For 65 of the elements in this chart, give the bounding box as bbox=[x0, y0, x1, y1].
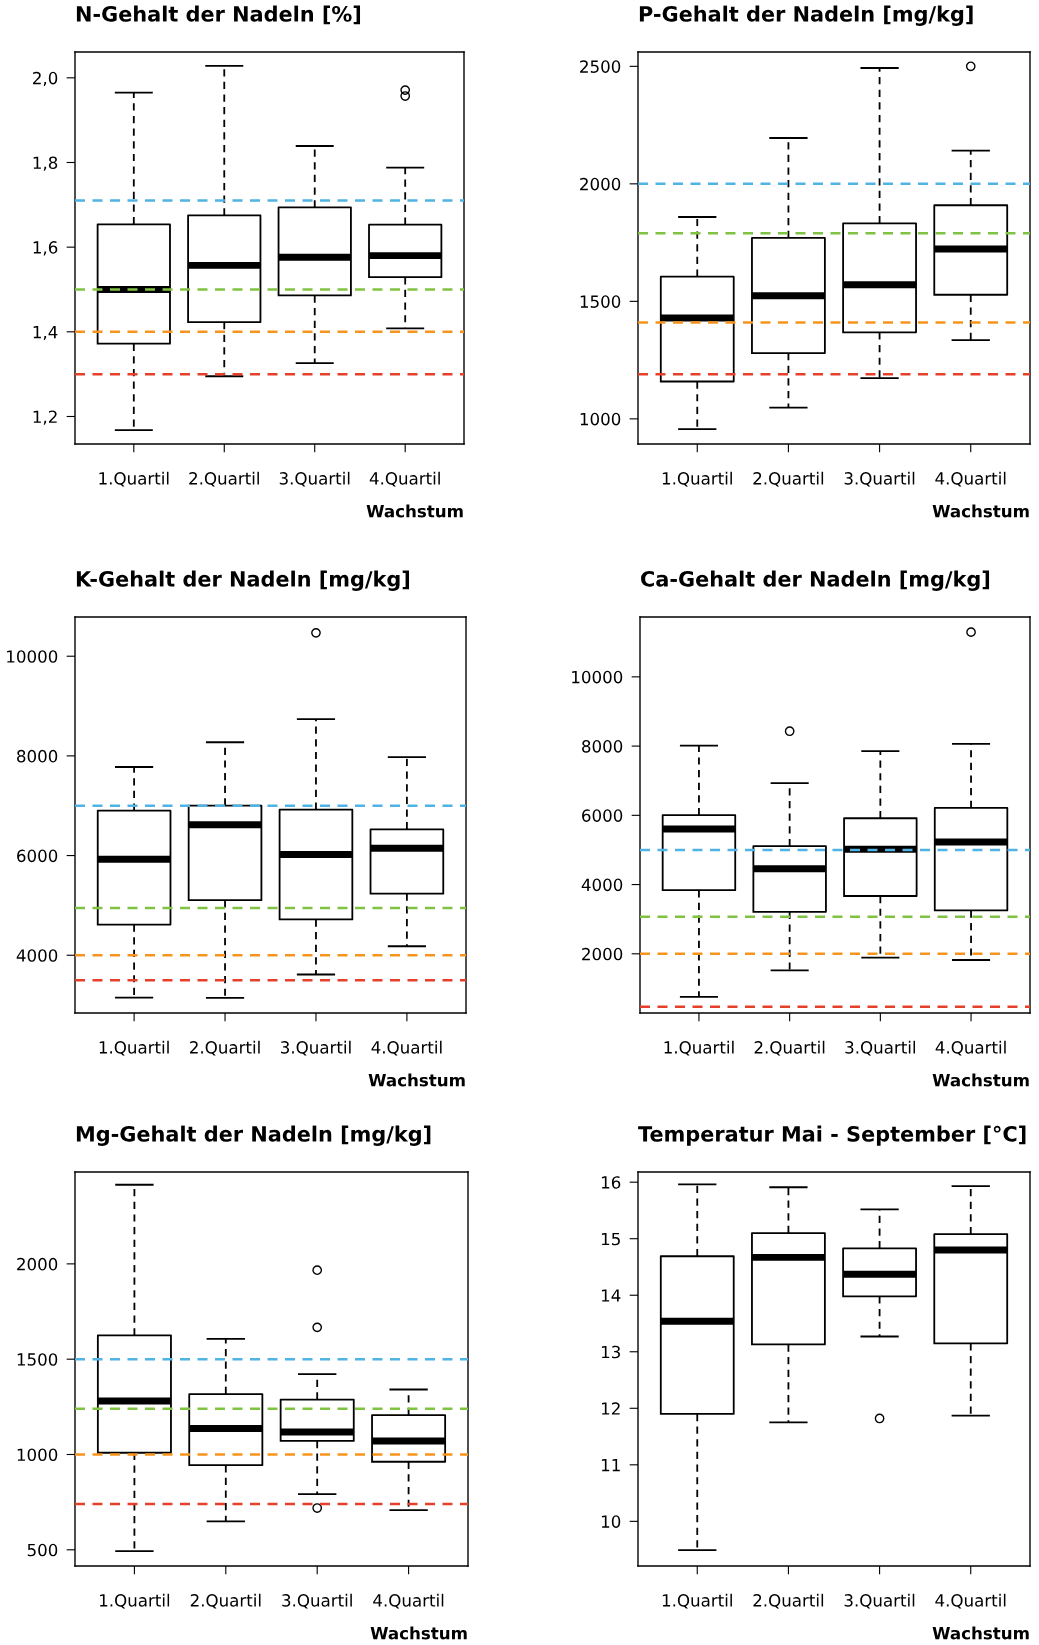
y-tick-label: 2000 bbox=[580, 177, 621, 191]
x-axis-title: Wachstum bbox=[932, 504, 1029, 518]
y-tick-label: 2500 bbox=[580, 60, 621, 73]
y-tick-label: 10000 bbox=[572, 670, 623, 684]
y-tick-label: 10000 bbox=[7, 650, 58, 663]
y-tick-label: 1500 bbox=[580, 295, 621, 308]
x-tick-label: 1.Quartil bbox=[100, 1593, 170, 1609]
x-tick-label: 2.Quartil bbox=[190, 1593, 261, 1609]
x-axis-title: Wachstum bbox=[366, 504, 463, 518]
y-tick-label: 6000 bbox=[582, 809, 623, 822]
x-tick-label: 2.Quartil bbox=[753, 471, 824, 487]
x-tick-label: 3.Quartil bbox=[279, 471, 350, 487]
chart-title: P-Gehalt der Nadeln [mg/kg] bbox=[639, 5, 973, 26]
x-tick-label: 1.Quartil bbox=[99, 1040, 169, 1056]
y-tick-label: 16 bbox=[601, 1176, 621, 1189]
y-tick-label: 1,4 bbox=[33, 326, 58, 341]
y-tick-label: 15 bbox=[601, 1232, 620, 1246]
x-tick-label: 1.Quartil bbox=[99, 471, 169, 487]
chart-title: Temperatur Mai - September [°C] bbox=[638, 1125, 1026, 1146]
y-tick-label: 2,0 bbox=[33, 71, 58, 87]
y-tick-label: 1000 bbox=[580, 412, 621, 426]
x-tick-label: 1.Quartil bbox=[662, 1593, 732, 1609]
x-tick-label: 3.Quartil bbox=[844, 471, 915, 487]
chart-title: N-Gehalt der Nadeln [%] bbox=[76, 5, 361, 25]
x-tick-label: 2.Quartil bbox=[189, 471, 259, 487]
y-tick-label: 2000 bbox=[582, 947, 623, 961]
x-axis-title: Wachstum bbox=[368, 1073, 465, 1087]
y-tick-label: 8000 bbox=[582, 740, 623, 753]
x-tick-label: 2.Quartil bbox=[753, 1593, 824, 1609]
x-tick-label: 4.Quartil bbox=[935, 471, 1006, 487]
y-tick-label: 2000 bbox=[17, 1257, 58, 1271]
y-tick-label: 1,6 bbox=[33, 241, 58, 256]
x-tick-label: 1.Quartil bbox=[664, 1040, 734, 1056]
x-tick-label: 4.Quartil bbox=[369, 471, 440, 487]
x-tick-label: 3.Quartil bbox=[282, 1593, 352, 1609]
x-tick-label: 2.Quartil bbox=[190, 1040, 260, 1056]
x-tick-label: 4.Quartil bbox=[935, 1593, 1006, 1609]
x-tick-label: 3.Quartil bbox=[844, 1593, 915, 1609]
x-tick-label: 1.Quartil bbox=[662, 471, 732, 487]
x-tick-label: 4.Quartil bbox=[371, 1040, 442, 1056]
y-tick-label: 1500 bbox=[17, 1353, 58, 1366]
y-tick-label: 10 bbox=[601, 1515, 621, 1528]
x-axis-title: Wachstum bbox=[932, 1073, 1029, 1087]
x-tick-label: 2.Quartil bbox=[754, 1040, 825, 1056]
y-tick-label: 6000 bbox=[17, 849, 58, 863]
y-tick-label: 11 bbox=[601, 1459, 620, 1472]
x-axis-title: Wachstum bbox=[370, 1626, 467, 1640]
y-tick-label: 1,8 bbox=[33, 156, 58, 171]
y-tick-label: 8000 bbox=[17, 749, 58, 763]
y-tick-label: 12 bbox=[601, 1402, 620, 1415]
x-tick-label: 3.Quartil bbox=[845, 1040, 916, 1056]
y-tick-label: 500 bbox=[27, 1543, 58, 1557]
y-tick-label: 4000 bbox=[581, 878, 623, 892]
x-tick-label: 3.Quartil bbox=[281, 1040, 351, 1056]
y-tick-label: 13 bbox=[601, 1345, 620, 1359]
y-tick-label: 4000 bbox=[16, 949, 58, 962]
x-axis-title: Wachstum bbox=[932, 1626, 1029, 1640]
chart-title: Mg-Gehalt der Nadeln [mg/kg] bbox=[76, 1125, 431, 1146]
chart-title: K-Gehalt der Nadeln [mg/kg] bbox=[76, 570, 410, 591]
y-tick-label: 14 bbox=[601, 1289, 621, 1302]
x-tick-label: 4.Quartil bbox=[935, 1040, 1006, 1056]
y-tick-label: 1,2 bbox=[33, 410, 57, 425]
x-tick-label: 4.Quartil bbox=[373, 1593, 444, 1609]
y-tick-label: 1000 bbox=[17, 1448, 58, 1462]
chart-title: Ca-Gehalt der Nadeln [mg/kg] bbox=[641, 570, 990, 591]
